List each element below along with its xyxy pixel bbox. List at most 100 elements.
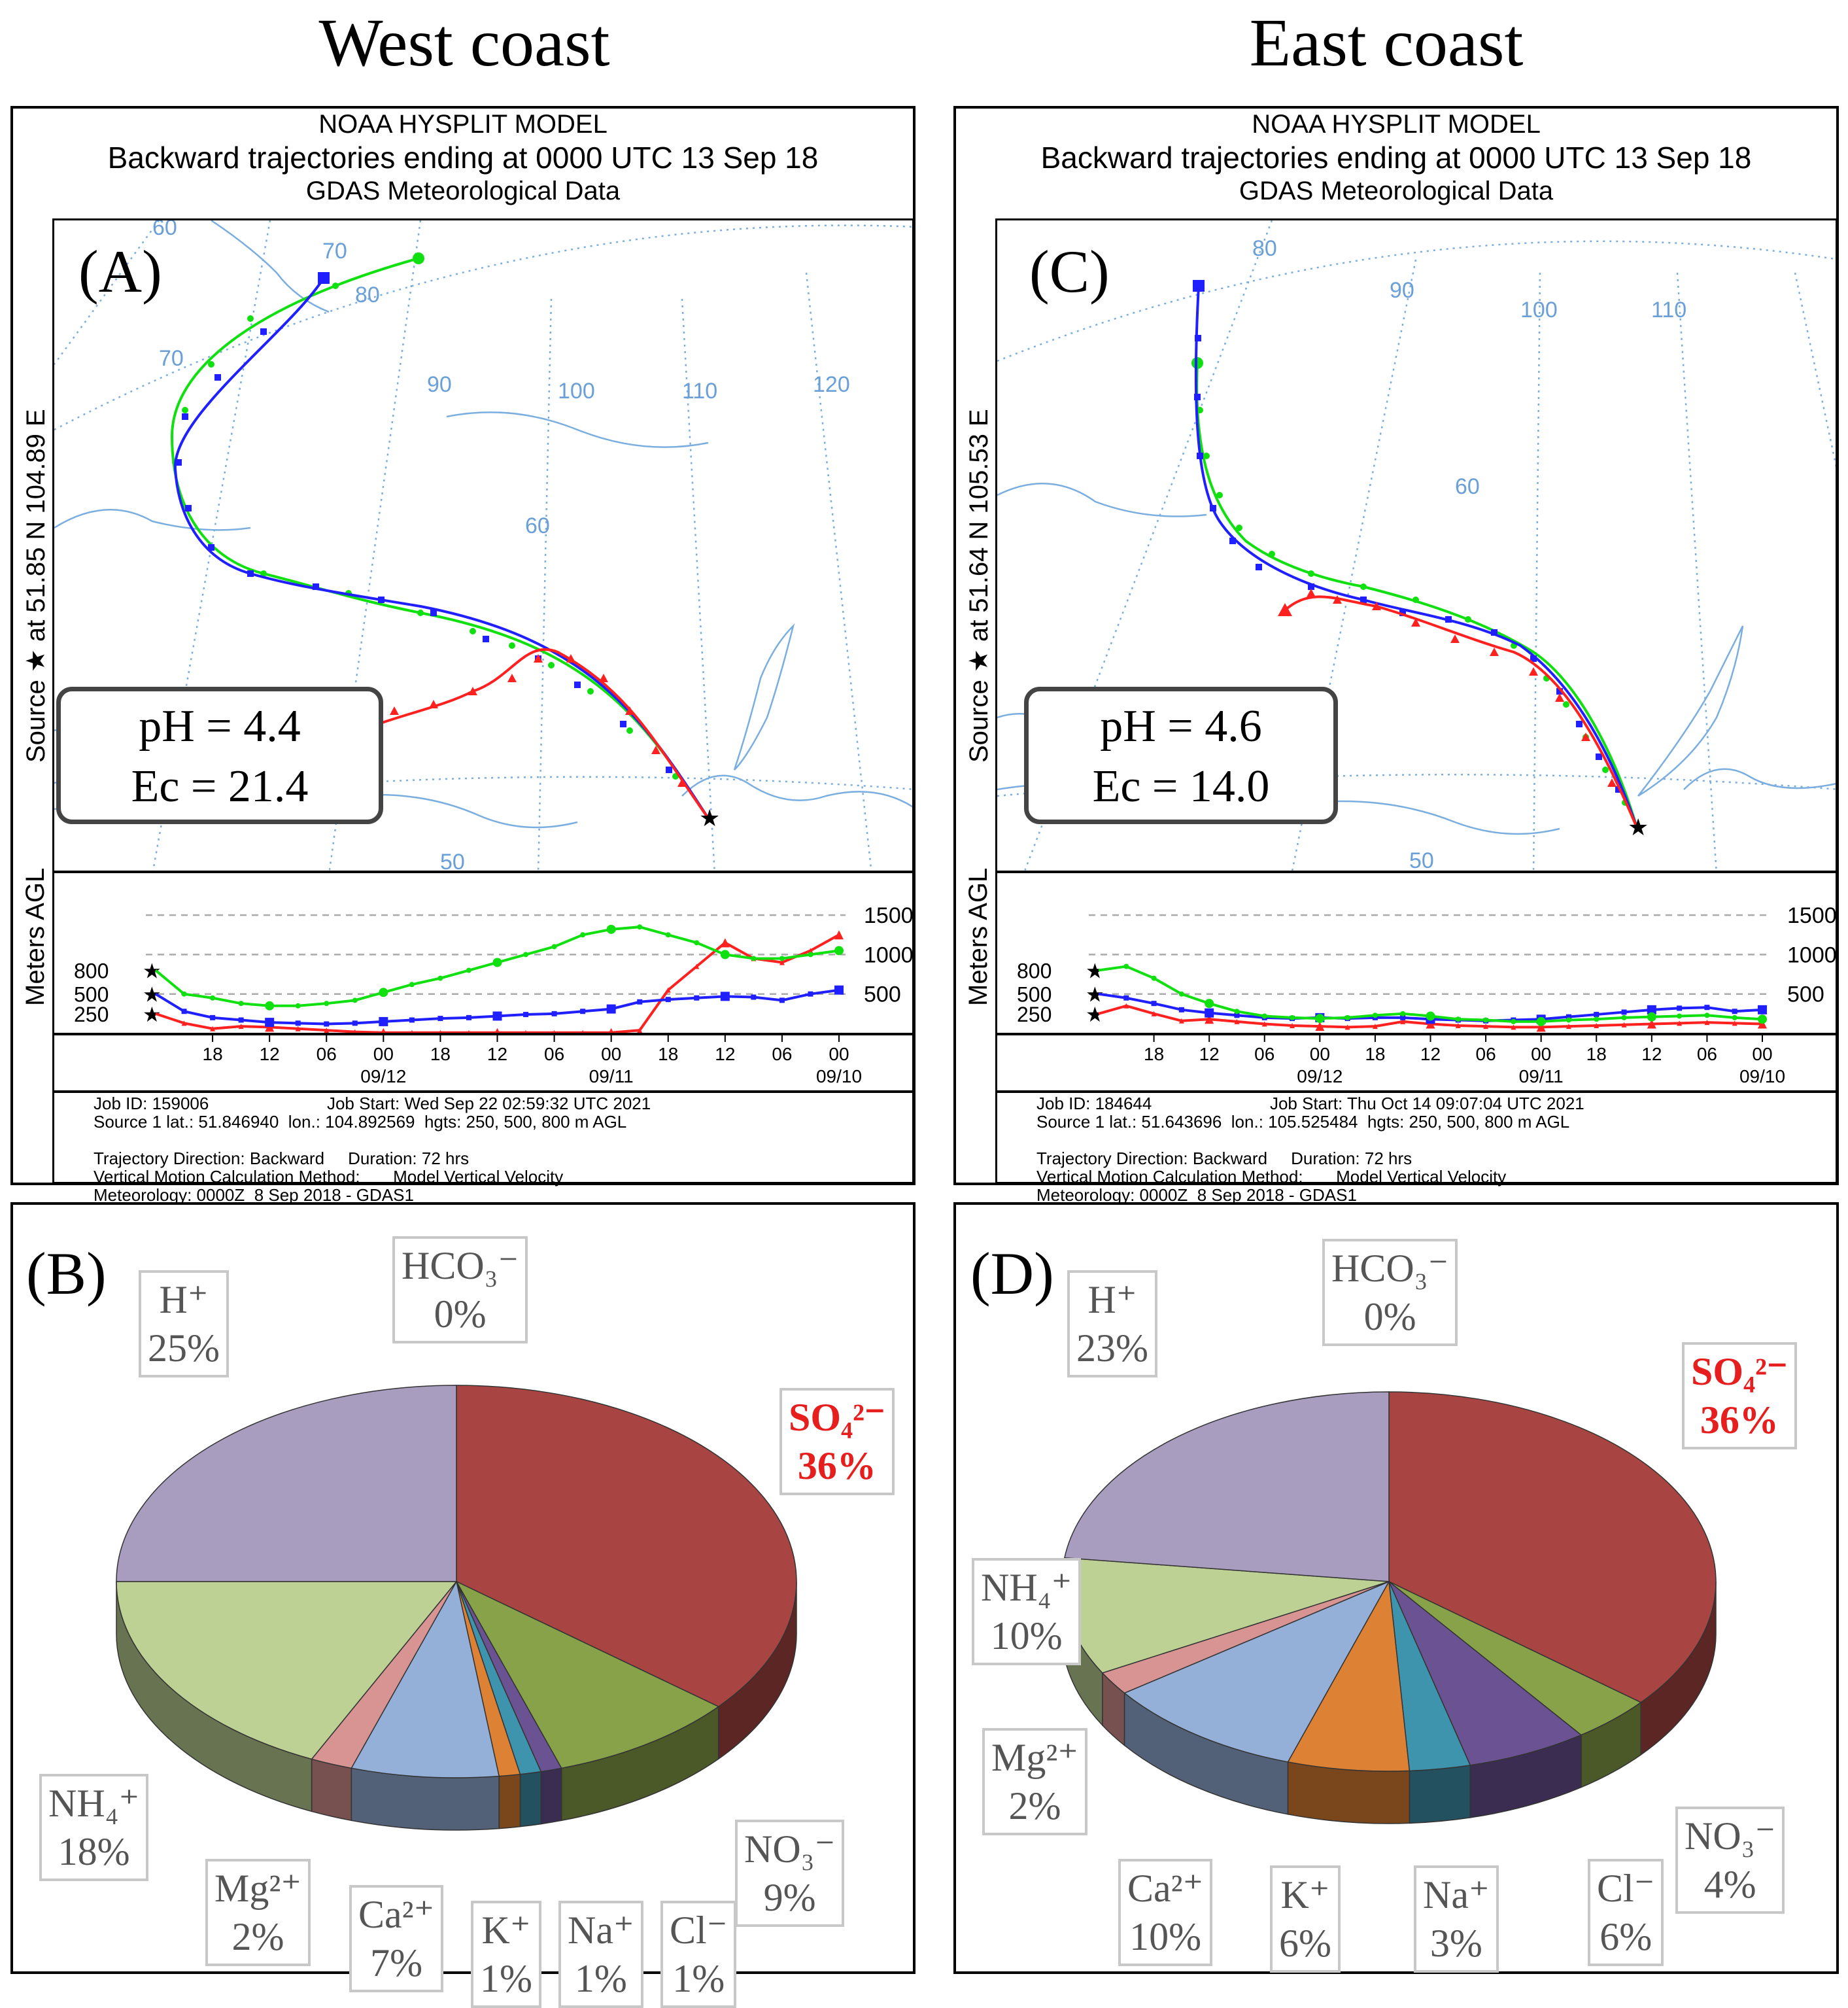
250m-point <box>625 706 634 715</box>
500m-start-marker <box>318 272 330 284</box>
altitude-point <box>352 1020 358 1026</box>
longitude-line <box>1676 272 1717 871</box>
altitude-point <box>181 991 187 997</box>
altitude-point <box>523 952 529 958</box>
altitude-point <box>1677 1020 1683 1026</box>
altitude-point <box>181 1020 187 1026</box>
altitude-point <box>665 987 671 993</box>
altitude-point <box>720 950 730 960</box>
altitude-point <box>1594 1012 1600 1018</box>
500m-point <box>1596 753 1602 760</box>
latitude-line <box>54 224 912 431</box>
altitude-point <box>553 1030 556 1033</box>
ion-percent: 10% <box>990 1614 1063 1657</box>
altitude-point <box>353 1029 357 1033</box>
altitude-tick-label: 1500 <box>1787 903 1837 928</box>
500m-point <box>1229 538 1236 544</box>
altitude-point <box>1704 1005 1710 1011</box>
500m-point <box>208 544 214 551</box>
altitude-point <box>523 1012 529 1018</box>
800m-point <box>626 727 633 734</box>
time-tick-label: 12 <box>487 1044 507 1064</box>
altitude-point <box>1566 1017 1571 1023</box>
250m-point <box>566 654 575 663</box>
ion-percent: 1% <box>480 1957 532 2000</box>
pie-label-h: H⁺ 23% <box>1067 1270 1157 1377</box>
altitude-point <box>580 1009 586 1014</box>
500m-point <box>185 505 192 511</box>
altitude-point <box>1315 1014 1325 1024</box>
800m-point <box>1602 767 1609 773</box>
250m-point <box>599 674 608 682</box>
ion-name: NO₃⁻ <box>1685 1814 1776 1858</box>
altitude-point <box>834 946 844 956</box>
800m-point <box>1412 597 1419 603</box>
altitude-point <box>1261 1021 1267 1027</box>
altitude-point <box>352 997 358 1003</box>
250m-point <box>1307 589 1316 597</box>
altitude-point <box>1290 1022 1295 1028</box>
800m-point <box>587 688 594 695</box>
250m-point <box>507 674 517 682</box>
panel-label-c: (C) <box>1029 238 1110 305</box>
ion-name: Mg²⁺ <box>214 1867 302 1910</box>
pie-label-nh4: NH₄⁺ 18% <box>39 1774 149 1881</box>
500m-point <box>214 374 221 381</box>
altitude-point <box>1677 1013 1683 1019</box>
altitude-point <box>467 1030 471 1033</box>
800m-point <box>509 642 515 649</box>
pie-label-cl: Cl⁻ 1% <box>660 1901 737 2008</box>
800m-point <box>1465 616 1471 623</box>
altitude-point <box>1178 1018 1184 1024</box>
date-label: 09/12 <box>360 1066 406 1086</box>
date-label: 09/11 <box>589 1066 634 1086</box>
altitude-point <box>265 1022 275 1032</box>
altitude-point <box>808 948 813 954</box>
altitude-point <box>1511 1024 1516 1030</box>
altitude-axis-label: Meters AGL <box>21 867 50 1006</box>
panel-label-b: (B) <box>26 1240 107 1307</box>
longitude-line <box>1532 272 1541 871</box>
pie-slice-K <box>1287 1580 1411 1772</box>
altitude-point <box>1400 1014 1406 1020</box>
pie-panel-d: (D) SO₄²⁻ 36% NO₃⁻ 4% Cl⁻ 6% Na⁺ 3% K⁺ 6% Ca²⁺ 10% M… <box>953 1202 1839 1974</box>
time-axis: 18 12 06 00 18 12 06 00 18 12 06 00 09/12 09/11 09/10 <box>52 1033 914 1092</box>
start-star-icon: ★ <box>143 960 162 983</box>
altitude-point <box>637 924 643 930</box>
ion-name: K⁺ <box>1280 1873 1330 1916</box>
500m-point <box>175 459 182 466</box>
pie-panel-b: (B) SO₄²⁻ 36% NO₃⁻ 9% Cl⁻ 1% Na⁺ 1% K⁺ 1% Ca²⁺ 7% Mg… <box>10 1202 915 2008</box>
date-label: 09/11 <box>1519 1066 1564 1086</box>
800m-point <box>260 570 267 577</box>
altitude-point <box>1732 1009 1737 1014</box>
altitude-chart: 1500 1000 500 800 ★ 500 ★ 250 ★ <box>52 871 914 1035</box>
altitude-point <box>324 1028 330 1033</box>
altitude-point <box>324 1001 330 1007</box>
altitude-point <box>1178 991 1184 997</box>
500m-point <box>1197 453 1203 459</box>
ion-name: NH₄⁺ <box>48 1782 140 1825</box>
altitude-point <box>238 1001 244 1007</box>
altitude-point <box>1594 1022 1600 1028</box>
altitude-point <box>379 1016 388 1026</box>
altitude-point <box>1151 1001 1157 1007</box>
altitude-point <box>720 938 730 948</box>
pie-slice-SO4 <box>1388 1391 1717 1703</box>
ph-ec-box: pH = 4.6 Ec = 14.0 <box>1024 687 1338 824</box>
altitude-point <box>606 924 616 934</box>
pie-label-ca: Ca²⁺ 10% <box>1118 1859 1213 1966</box>
pie-label-mg: Mg²⁺ 2% <box>982 1728 1088 1835</box>
altitude-point <box>492 1011 502 1021</box>
altitude-point <box>1205 1014 1214 1024</box>
ion-percent: 1% <box>574 1957 627 2000</box>
ion-percent: 0% <box>434 1292 487 1336</box>
latitude-line <box>997 240 1836 362</box>
altitude-tick-label: 1500 <box>864 903 914 928</box>
altitude-tick-label: 1000 <box>864 943 914 967</box>
altitude-point <box>1483 1024 1489 1030</box>
source-star-icon: ★ <box>699 805 720 831</box>
altitude-point <box>181 1009 187 1014</box>
250m-point <box>468 687 477 695</box>
time-tick-label: 00 <box>1752 1044 1772 1064</box>
longitude-label: 110 <box>682 379 717 404</box>
